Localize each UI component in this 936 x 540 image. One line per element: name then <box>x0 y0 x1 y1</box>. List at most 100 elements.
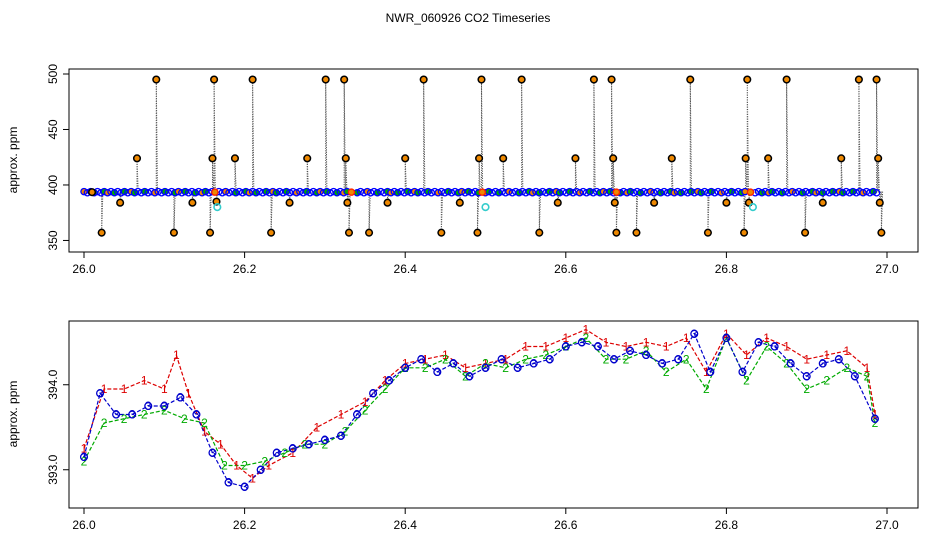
series-3-point <box>802 372 811 381</box>
series-3-marker: 3 <box>338 429 345 443</box>
top-plot-frame <box>68 68 919 253</box>
series-3-marker: 3 <box>546 352 553 366</box>
series-3-point <box>609 355 619 364</box>
series-3-marker: 3 <box>193 408 200 422</box>
flagged-point <box>589 75 598 84</box>
flagged-point <box>872 75 881 84</box>
series-3-point <box>642 350 651 360</box>
series-3-point <box>192 410 201 419</box>
series-1-marker: 1 <box>289 446 296 460</box>
series-2-marker: 2 <box>402 361 409 375</box>
series-3-point <box>786 359 795 368</box>
flagged-point <box>877 228 886 237</box>
series-3-marker: 3 <box>273 446 280 460</box>
series-3-point <box>738 367 747 377</box>
series-1-marker: 1 <box>201 425 208 439</box>
flagged-point <box>650 198 659 207</box>
series-1-marker: 1 <box>314 420 321 434</box>
series-2-marker: 2 <box>803 382 810 396</box>
series-1-marker: 1 <box>462 361 469 375</box>
series-1-marker: 1 <box>185 386 192 400</box>
series-2-marker: 2 <box>382 382 389 396</box>
flagged-point <box>612 228 621 237</box>
flagged-point <box>854 75 863 84</box>
series-2-marker: 2 <box>322 437 329 451</box>
series-1-marker: 1 <box>844 344 851 358</box>
top-x-tick-label: 26.4 <box>394 262 418 276</box>
series-3-point <box>706 367 715 377</box>
series-3-point <box>176 393 185 402</box>
series-2-marker: 2 <box>482 357 489 371</box>
series-2-marker: 2 <box>221 459 228 473</box>
series-2-marker: 2 <box>281 446 288 460</box>
series-3-marker: 3 <box>81 450 88 464</box>
flagged-point <box>230 154 240 163</box>
flagged-point <box>365 228 374 237</box>
bottom-x-tick-label: 26.4 <box>394 518 418 532</box>
flagged-point <box>152 75 161 84</box>
series-2-marker: 2 <box>603 352 610 366</box>
series-1-marker: 1 <box>81 442 88 456</box>
series-3-marker: 3 <box>209 446 216 460</box>
series-1-marker: 1 <box>265 459 272 473</box>
flagged-point <box>703 228 712 237</box>
series-3-point <box>240 482 249 491</box>
series-2-marker: 2 <box>583 331 590 345</box>
series-3-marker: 3 <box>707 365 714 379</box>
series-3-marker: 3 <box>498 352 505 366</box>
series-1-marker: 1 <box>141 374 148 388</box>
series-3-marker: 3 <box>739 365 746 379</box>
figure-title: NWR_060926 CO2 Timeseries <box>386 11 551 25</box>
series-1-marker: 1 <box>522 340 529 354</box>
bottom-x-tick-label: 26.8 <box>715 518 739 532</box>
series-3-point <box>160 401 169 411</box>
series-3-marker: 3 <box>177 391 184 405</box>
bottom-x-tick-label: 26.0 <box>72 518 96 532</box>
series-1-marker: 1 <box>683 331 690 345</box>
series-3-point <box>288 444 297 453</box>
series-3-marker: 3 <box>386 374 393 388</box>
flagged-point <box>801 228 810 237</box>
top-x-tick-label: 26.2 <box>233 262 257 276</box>
flagged-point <box>875 198 884 207</box>
series-3-marker: 3 <box>755 335 762 349</box>
series-1-marker: 1 <box>442 348 449 362</box>
series-3-marker: 3 <box>289 442 296 456</box>
flagged-point <box>267 228 276 237</box>
series-3-marker: 3 <box>659 357 666 371</box>
series-1-marker: 1 <box>249 471 256 485</box>
top-y-tick-label: 500 <box>46 64 60 84</box>
series-3-point <box>754 338 763 347</box>
series-3-marker: 3 <box>257 463 264 477</box>
series-1-marker: 1 <box>338 408 345 422</box>
flagged-point <box>553 198 562 207</box>
flagged-point <box>610 198 619 207</box>
series-1-marker: 1 <box>101 382 108 396</box>
series-1-marker: 1 <box>723 327 730 341</box>
series-1-marker: 1 <box>482 357 489 371</box>
series-2-marker: 2 <box>872 416 879 430</box>
flagged-point <box>741 154 750 163</box>
bottom-y-tick-label: 394.0 <box>46 369 60 399</box>
series-3-point <box>545 355 554 364</box>
flagged-point <box>248 75 257 84</box>
series-3-marker: 3 <box>418 352 425 366</box>
top-marker-layer <box>80 75 886 237</box>
flagged-point <box>667 154 676 163</box>
series-1-marker: 1 <box>217 437 224 451</box>
series-1-marker: 1 <box>663 340 670 354</box>
series-2-marker: 2 <box>823 374 830 388</box>
bottom-x-tick-label: 26.6 <box>554 518 578 532</box>
series-2-marker: 2 <box>422 361 429 375</box>
outlier-point <box>748 203 757 212</box>
series-3-marker: 3 <box>852 369 859 383</box>
series-3-point <box>96 389 105 398</box>
top-y-tick-label: 350 <box>46 230 60 250</box>
series-3-marker: 3 <box>530 357 537 371</box>
flagged-point <box>132 154 142 163</box>
bottom-plot-frame <box>68 320 919 509</box>
series-1-marker: 1 <box>823 348 830 362</box>
flagged-point <box>818 198 827 207</box>
series-3-marker: 3 <box>835 352 842 366</box>
flagged-point <box>607 75 616 84</box>
